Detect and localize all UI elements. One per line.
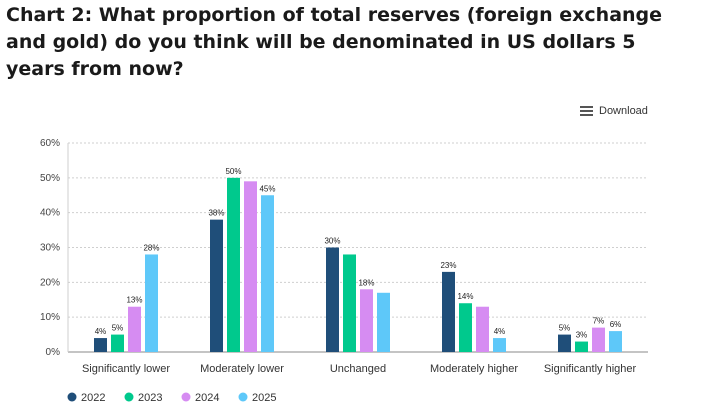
bar-2022-5: [558, 334, 571, 352]
download-button[interactable]: Download: [580, 105, 648, 117]
x-category-label: Unchanged: [330, 363, 386, 375]
bar-2022-1: [94, 338, 107, 352]
bar-2024-5: [592, 327, 605, 352]
download-label: Download: [599, 105, 648, 117]
legend-label-2023: 2023: [138, 392, 162, 404]
y-tick-label: 50%: [40, 173, 60, 184]
menu-icon: [580, 105, 593, 117]
bar-2024-3: [360, 289, 373, 352]
data-label: 28%: [143, 243, 159, 252]
y-tick-label: 60%: [40, 138, 60, 149]
bar-2024-2: [244, 181, 257, 352]
legend-marker-2024: [181, 392, 191, 402]
data-label: 30%: [324, 237, 340, 246]
x-category-label: Moderately lower: [200, 363, 284, 375]
data-label: 7%: [593, 317, 605, 326]
data-label: 4%: [95, 327, 107, 336]
data-label: 18%: [358, 278, 374, 287]
data-label: 50%: [225, 167, 241, 176]
data-label: 23%: [440, 261, 456, 270]
y-tick-label: 20%: [40, 277, 60, 288]
legend-label-2022: 2022: [81, 392, 105, 404]
data-label: 3%: [576, 331, 588, 340]
bar-2023-2: [227, 177, 240, 352]
data-label: 6%: [610, 320, 622, 329]
bar-2022-4: [442, 271, 455, 352]
data-label: 45%: [259, 184, 275, 193]
y-tick-label: 0%: [46, 347, 61, 358]
x-category-label: Significantly lower: [82, 363, 170, 375]
data-label: 38%: [208, 209, 224, 218]
data-label: 5%: [559, 324, 571, 333]
bar-2024-4: [476, 306, 489, 352]
data-label: 13%: [126, 296, 142, 305]
bar-2022-2: [210, 219, 223, 352]
legend-marker-2022: [67, 392, 77, 402]
y-tick-label: 40%: [40, 208, 60, 219]
bar-2025-4: [493, 338, 506, 352]
bar-2024-1: [128, 306, 141, 352]
data-label: 14%: [457, 292, 473, 301]
legend-label-2024: 2024: [195, 392, 219, 404]
bar-2025-2: [261, 195, 274, 352]
x-category-label: Significantly higher: [544, 363, 637, 375]
bar-2025-1: [145, 254, 158, 352]
bar-2023-3: [343, 254, 356, 352]
y-tick-label: 30%: [40, 243, 60, 254]
data-label: 5%: [112, 324, 124, 333]
bar-2023-1: [111, 334, 124, 352]
bar-2022-3: [326, 247, 339, 352]
bar-2023-4: [459, 303, 472, 352]
chart-title: Chart 2: What proportion of total reserv…: [6, 4, 663, 80]
bar-2023-5: [575, 341, 588, 352]
x-category-label: Moderately higher: [430, 363, 518, 375]
data-label: 4%: [494, 327, 506, 336]
y-tick-label: 10%: [40, 312, 60, 323]
bar-2025-5: [609, 331, 622, 352]
legend-marker-2023: [124, 392, 134, 402]
legend-label-2025: 2025: [252, 392, 276, 404]
legend-marker-2025: [238, 392, 248, 402]
bar-2025-3: [377, 292, 390, 352]
